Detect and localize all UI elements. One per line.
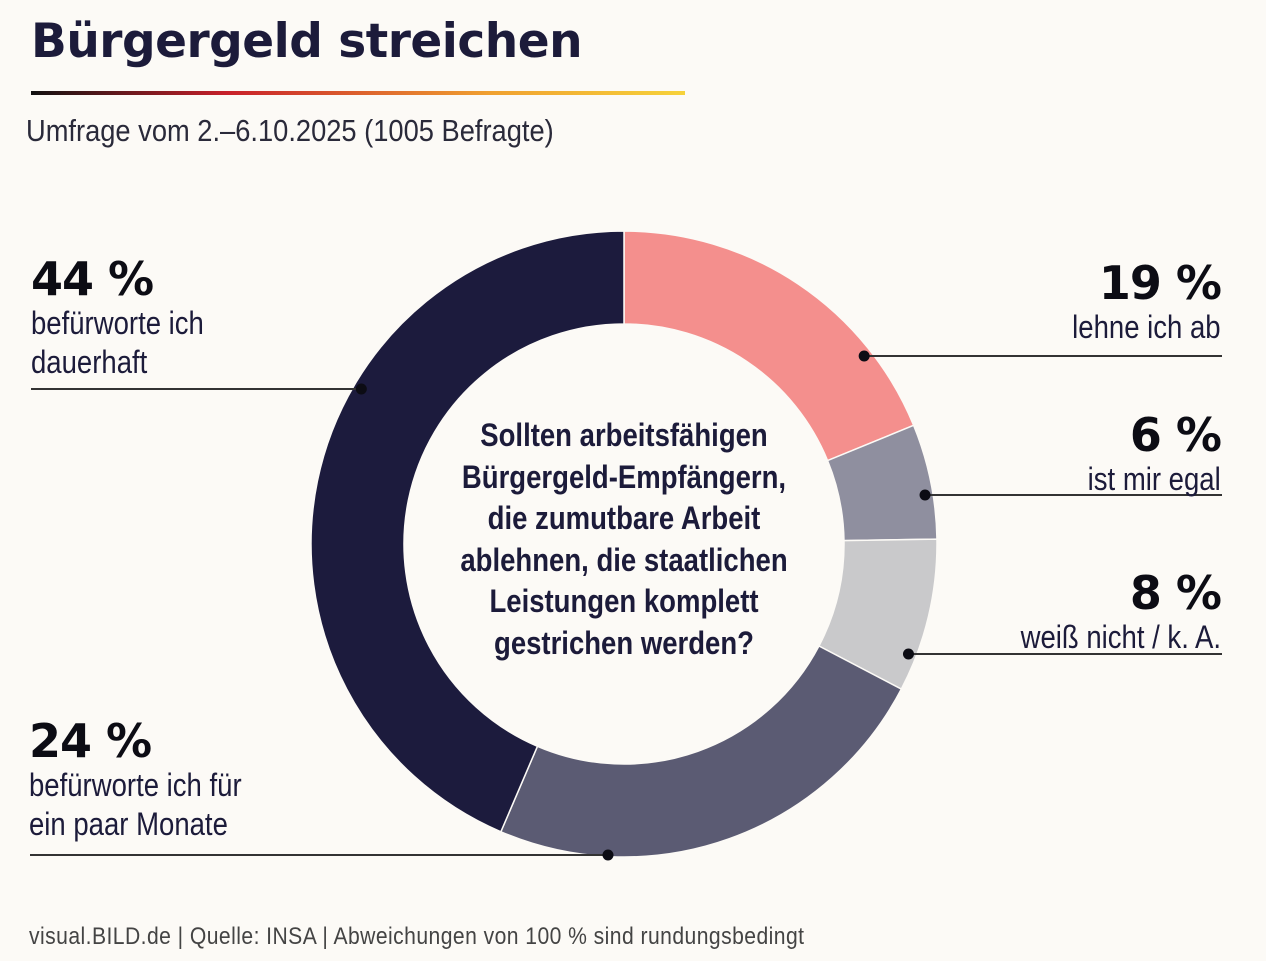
leader-dot-indifferent [919,489,931,501]
chart-title: Bürgergeld streichen [31,14,583,69]
label-indifferent-text: ist mir egal [1087,461,1221,497]
label-permanent: 44 % befürworte ich dauerhaft [31,254,271,382]
label-indifferent-value: 6 % [1129,408,1222,462]
label-permanent-value: 44 % [31,252,154,306]
label-months: 24 % befürworte ich für ein paar Monate [29,716,299,844]
label-reject-text: lehne ich ab [1072,309,1221,345]
label-dontknow: 8 % weiß nicht / k. A. [988,566,1222,657]
label-reject: 19 % lehne ich ab [1048,256,1222,347]
label-dontknow-value: 8 % [1129,566,1222,620]
donut-slice-permanent [310,230,625,833]
leader-dot-permanent [355,383,367,395]
leader-dot-months [602,849,614,861]
title-divider [31,91,685,95]
label-reject-value: 19 % [1098,256,1222,310]
label-indifferent: 6 % ist mir egal [1066,408,1222,499]
leader-dot-dontknow [902,648,914,660]
label-months-value: 24 % [29,714,152,768]
label-permanent-text: befürworte ich dauerhaft [31,305,204,380]
donut-slice-months [499,644,903,858]
center-question: Sollten arbeitsfähigen Bürgergeld-Empfän… [460,417,788,661]
label-months-text: befürworte ich für ein paar Monate [29,767,242,842]
label-dontknow-text: weiß nicht / k. A. [1020,619,1221,655]
source-footer: visual.BILD.de | Quelle: INSA | Abweichu… [29,923,805,950]
chart-subtitle: Umfrage vom 2.–6.10.2025 (1005 Befragte) [26,113,554,148]
leader-dot-reject [858,350,870,362]
